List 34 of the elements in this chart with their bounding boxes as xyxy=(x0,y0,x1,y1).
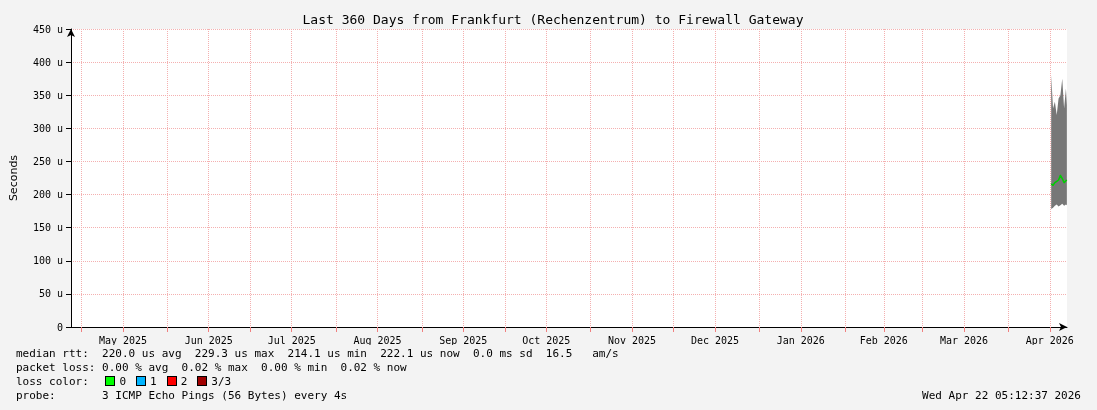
x-tick-label: Apr 2026 xyxy=(1025,334,1074,346)
x-tick-label: Feb 2026 xyxy=(859,334,908,346)
x-tick-label: Mar 2026 xyxy=(939,334,989,346)
y-tick-label: 150 u xyxy=(32,222,63,234)
text: 0 xyxy=(119,375,127,388)
y-tick-label: 50 u xyxy=(38,288,63,300)
x-tick-label: Aug 2025 xyxy=(353,334,402,346)
x-tick-label: Jan 2026 xyxy=(776,334,825,346)
line-series xyxy=(1050,174,1068,187)
text: 1 xyxy=(150,375,157,388)
text: 2 xyxy=(180,375,188,388)
y-tick-label: 0 xyxy=(56,321,63,333)
text: probe: 3 ICMP Echo Pings (56 Bytes) every 4s xyxy=(16,389,348,402)
x-tick-label: May 2025 xyxy=(98,334,148,346)
x-tick-label: Jul 2025 xyxy=(267,334,316,346)
text: median rtt: 220.0 us avg 229.3 us max 214.1 us min 222.1 us now 0.0 ms sd 16.5 am/s xyxy=(16,347,619,360)
x-tick-label: Jun 2025 xyxy=(184,334,233,346)
y-tick-label: 250 u xyxy=(32,155,63,167)
chart-title: Last 360 Days from Frankfurt (Rechenzentrum) to Firewall Gateway xyxy=(302,12,804,27)
x-tick-label: Sep 2025 xyxy=(439,334,488,346)
text: loss color: xyxy=(16,375,90,388)
y-tick-label: 200 u xyxy=(32,189,63,201)
y-tick-label: 450 u xyxy=(32,23,63,35)
y-tick-label: 300 u xyxy=(32,122,63,134)
y-tick-label: 400 u xyxy=(32,56,63,68)
y-tick-label: 350 u xyxy=(32,89,63,101)
x-tick-label: Dec 2025 xyxy=(690,334,740,346)
y-tick-label: 100 u xyxy=(32,255,63,267)
text: packet loss: 0.00 % avg 0.02 % max 0.00 % min 0.02 % now xyxy=(16,361,407,374)
x-tick-label: Oct 2025 xyxy=(522,334,571,346)
text: 3/3 xyxy=(211,375,232,388)
text: Wed Apr 22 05:12:37 2026 xyxy=(922,389,1081,402)
y-axis-title: Seconds xyxy=(7,154,20,202)
x-tick-label: Nov 2025 xyxy=(607,334,657,346)
